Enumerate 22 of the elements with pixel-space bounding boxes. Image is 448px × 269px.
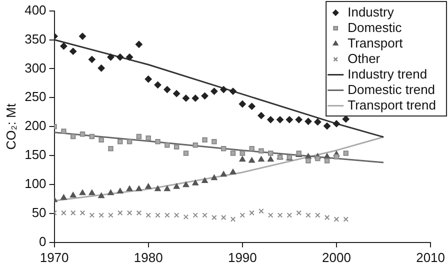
y-tick-label: 100 xyxy=(24,176,46,192)
legend-label: Industry trend xyxy=(348,66,428,82)
x-tick-label: 1990 xyxy=(228,250,257,265)
y-axis-title: CO₂: Mt xyxy=(3,103,18,150)
legend-label: Transport xyxy=(348,35,404,50)
x-tick-label: 1970 xyxy=(40,250,69,265)
legend-label: Transport trend xyxy=(348,97,436,112)
legend-label: Industry xyxy=(348,4,394,20)
y-tick-label: 300 xyxy=(24,60,46,76)
x-tick-label: 2000 xyxy=(322,250,351,265)
y-tick-label: 250 xyxy=(24,89,46,104)
legend-label: Domestic trend xyxy=(348,82,436,97)
y-tick-label: 350 xyxy=(24,31,46,46)
x-tick-label: 1980 xyxy=(134,250,163,265)
x-tick-label: 2010 xyxy=(416,250,445,265)
legend-label: Other xyxy=(348,50,381,66)
y-tick-label: 150 xyxy=(24,147,46,162)
legend-label: Domestic xyxy=(348,20,402,35)
y-tick-label: 200 xyxy=(24,118,46,134)
y-tick-label: 400 xyxy=(24,2,46,18)
y-tick-label: 50 xyxy=(32,205,46,220)
y-tick-label: 0 xyxy=(39,234,46,249)
